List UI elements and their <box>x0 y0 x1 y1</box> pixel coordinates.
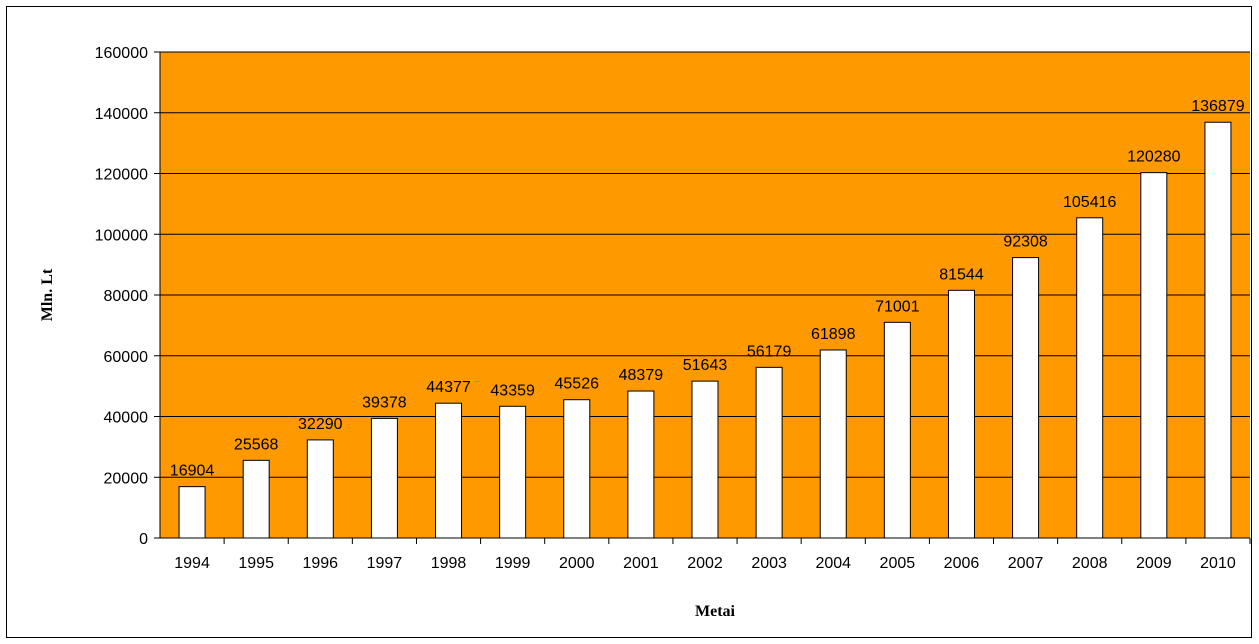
x-tick-label: 1994 <box>174 555 210 572</box>
y-tick-label: 20000 <box>104 470 149 487</box>
bar-2009 <box>1140 172 1168 539</box>
bar-1997 <box>370 417 398 539</box>
data-label-1999: 43359 <box>490 382 535 399</box>
x-tick-label: 1995 <box>238 555 274 572</box>
bar-2010 <box>1204 121 1232 539</box>
data-label-2009: 120280 <box>1127 149 1180 166</box>
data-label-2008: 105416 <box>1063 194 1116 211</box>
y-tick-label: 0 <box>139 531 148 548</box>
data-label-2002: 51643 <box>683 357 728 374</box>
x-tick-label: 1998 <box>431 555 467 572</box>
x-tick-label: 2002 <box>687 555 723 572</box>
x-tick-label: 2003 <box>751 555 787 572</box>
bar-1999 <box>499 405 527 539</box>
x-tick-label: 2006 <box>944 555 980 572</box>
bars <box>178 121 1232 539</box>
y-tick-label: 160000 <box>95 45 148 62</box>
data-label-2006: 81544 <box>939 266 984 283</box>
x-tick-label: 1999 <box>495 555 531 572</box>
data-label-2010: 136879 <box>1191 98 1244 115</box>
data-labels: 16904 25568 32290 39378 44377 43359 45526 48379… <box>170 98 1245 479</box>
data-label-1998: 44377 <box>426 379 471 396</box>
gridlines <box>160 51 1250 478</box>
x-tick-label: 2004 <box>815 555 851 572</box>
x-tick-label: 1997 <box>367 555 403 572</box>
bar-2005 <box>883 321 911 539</box>
x-tick-label: 2001 <box>623 555 659 572</box>
data-label-2000: 45526 <box>555 376 600 393</box>
x-tick-label: 2008 <box>1072 555 1108 572</box>
data-label-1994: 16904 <box>170 463 215 480</box>
data-label-2004: 61898 <box>811 326 856 343</box>
x-tick-label: 2005 <box>880 555 916 572</box>
bar-1998 <box>435 402 463 539</box>
bar-2006 <box>947 289 975 539</box>
x-tick-label: 2007 <box>1008 555 1044 572</box>
data-label-2001: 48379 <box>619 367 664 384</box>
x-tick-label: 2009 <box>1136 555 1172 572</box>
bar-2007 <box>1012 257 1040 539</box>
x-tick-label: 2010 <box>1200 555 1236 572</box>
bar-2008 <box>1076 217 1104 539</box>
x-tick-label: 1996 <box>302 555 338 572</box>
y-axis-ticks: 0 20000 40000 60000 80000 100000 120000 140000 1… <box>95 45 160 548</box>
bar-2003 <box>755 366 783 539</box>
y-tick-label: 40000 <box>104 410 149 427</box>
y-axis-title: Mln. Lt <box>39 268 56 321</box>
y-tick-label: 100000 <box>95 227 148 244</box>
y-tick-label: 80000 <box>104 288 149 305</box>
bar-1994 <box>178 486 206 539</box>
data-label-2007: 92308 <box>1003 234 1048 251</box>
data-label-1997: 39378 <box>362 394 407 411</box>
y-tick-label: 140000 <box>95 106 148 123</box>
x-axis-ticks: 1994 1995 1996 1997 1998 1999 2000 2001 2002 2003… <box>174 538 1251 572</box>
bar-2000 <box>563 399 591 539</box>
data-label-1995: 25568 <box>234 436 279 453</box>
bar-1995 <box>242 459 270 539</box>
data-label-1996: 32290 <box>298 416 343 433</box>
x-tick-label: 2000 <box>559 555 595 572</box>
bar-2002 <box>691 380 719 539</box>
data-label-2005: 71001 <box>875 298 920 315</box>
y-tick-label: 120000 <box>95 167 148 184</box>
y-tick-label: 60000 <box>104 349 149 366</box>
x-axis-title: Metai <box>695 603 736 620</box>
bar-2001 <box>627 390 655 539</box>
bar-2004 <box>819 349 847 539</box>
bar-1996 <box>306 439 334 539</box>
data-label-2003: 56179 <box>747 343 792 360</box>
